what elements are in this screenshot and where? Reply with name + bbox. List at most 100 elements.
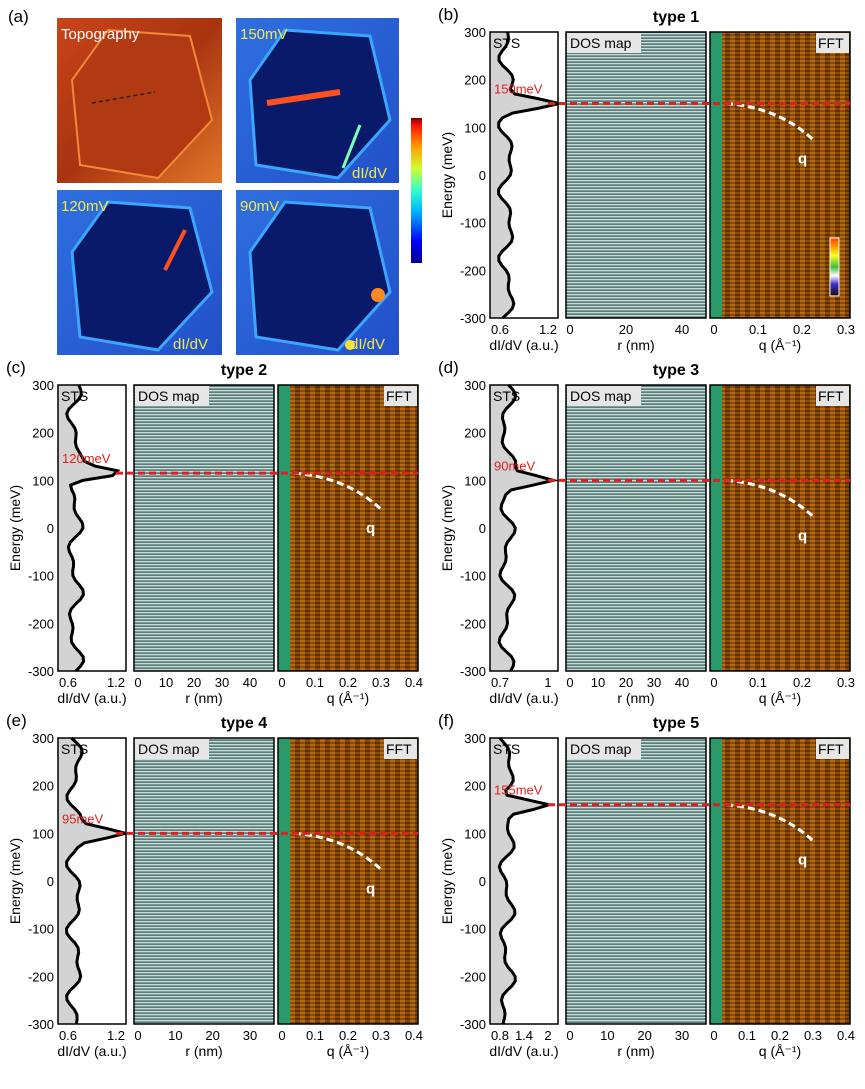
energy-label: 90meV [494, 458, 536, 473]
y-axis-label: Energy (meV) [439, 132, 455, 218]
dos-label: DOS map [138, 741, 200, 757]
dos-x-label: r (nm) [617, 1043, 654, 1059]
fft-label-bg [384, 739, 417, 759]
fft-x-tick: 0.2 [793, 322, 811, 337]
image-120mV: 120mV dI/dV [57, 190, 222, 355]
dos-label: DOS map [570, 35, 632, 51]
y-tick-label: 300 [464, 731, 486, 746]
panel-label: (b) [438, 5, 459, 24]
fft-border [277, 737, 419, 1025]
image-topography-label: Topography [61, 26, 140, 43]
dos-x-tick: 20 [637, 1028, 651, 1043]
fft-x-tick: 0.1 [749, 322, 767, 337]
sts-x-label: dI/dV (a.u.) [57, 1043, 126, 1059]
dos-x-tick: 40 [675, 322, 689, 337]
sts-x-tick: 0.6 [491, 322, 509, 337]
dos-x-tick: 10 [600, 1028, 614, 1043]
sts-x-tick: 0.6 [59, 675, 77, 690]
y-tick-label: 300 [464, 25, 486, 40]
y-tick-label: -300 [460, 1017, 486, 1032]
fft-x-label: q (Å⁻¹) [759, 690, 801, 706]
dos-x-label: r (nm) [185, 690, 222, 706]
dos-x-tick: 20 [619, 675, 633, 690]
q-label: q [798, 527, 807, 544]
sts-x-tick: 0.7 [491, 675, 509, 690]
fft-label-bg [384, 386, 417, 406]
fft-x-tick: 0.3 [837, 675, 855, 690]
dos-x-tick: 30 [647, 675, 661, 690]
sts-x-tick: 2 [544, 1028, 551, 1043]
fft-x-tick: 0.1 [306, 675, 324, 690]
colorbar-fft [829, 237, 840, 297]
panel-a-label: (a) [8, 7, 29, 26]
y-tick-label: 100 [464, 826, 486, 841]
fft-border [277, 384, 419, 672]
y-tick-label: 300 [32, 378, 54, 393]
panel-title: type 1 [653, 9, 699, 26]
sts-x-tick: 0.6 [59, 1028, 77, 1043]
fft-x-tick: 0.3 [837, 322, 855, 337]
y-tick-label: 0 [47, 874, 54, 889]
energy-label: 120meV [62, 451, 111, 466]
fft-low-q-band [278, 385, 290, 671]
fft-x-tick: 0.3 [804, 1028, 822, 1043]
fft-map [710, 32, 850, 318]
y-tick-label: 200 [464, 779, 486, 794]
y-tick-label: 0 [479, 168, 486, 183]
dos-x-tick: 30 [215, 675, 229, 690]
y-tick-label: 0 [47, 521, 54, 536]
fft-x-label: q (Å⁻¹) [327, 1043, 369, 1059]
dos-label-bg [567, 739, 641, 759]
sts-x-tick: 1.4 [515, 1028, 533, 1043]
dos-x-tick: 20 [187, 675, 201, 690]
fft-label-bg [816, 739, 849, 759]
sts-label: STS [493, 35, 520, 51]
dos-x-tick: 30 [243, 1028, 257, 1043]
sts-label: STS [493, 388, 520, 404]
y-tick-label: 300 [32, 731, 54, 746]
y-tick-label: -100 [460, 922, 486, 937]
y-axis-label: Energy (meV) [439, 838, 455, 924]
dos-x-tick: 0 [134, 1028, 141, 1043]
y-tick-label: -300 [460, 664, 486, 679]
energy-label: 150meV [494, 82, 543, 97]
dos-x-tick: 0 [566, 675, 573, 690]
y-tick-label: -200 [460, 969, 486, 984]
sts-x-label: dI/dV (a.u.) [489, 337, 558, 353]
y-tick-label: -100 [460, 569, 486, 584]
y-tick-label: 200 [32, 426, 54, 441]
dos-map [566, 738, 706, 1024]
panel-title: type 5 [653, 715, 699, 732]
fft-x-tick: 0.4 [837, 1028, 855, 1043]
dos-map [566, 385, 706, 671]
dos-x-tick: 20 [619, 322, 633, 337]
image-120mV-sublabel: dI/dV [173, 336, 208, 353]
y-tick-label: -200 [28, 616, 54, 631]
image-90mV-sublabel: dI/dV [350, 336, 385, 353]
y-axis-label: Energy (meV) [7, 485, 23, 571]
q-label: q [366, 520, 375, 537]
image-150mV: 150mV dI/dV [236, 18, 399, 183]
sts-x-tick: 1 [544, 675, 551, 690]
fft-low-q-band [710, 738, 722, 1024]
sts-x-tick: 0.8 [491, 1028, 509, 1043]
sts-curve [497, 31, 560, 320]
image-120mV-label: 120mV [61, 198, 109, 215]
panel-label: (d) [438, 358, 459, 377]
fft-x-tick: 0.1 [738, 1028, 756, 1043]
y-tick-label: 100 [464, 120, 486, 135]
panel-a: (a) Topography 150mV dI/dV 120mV dI/dV [8, 7, 422, 355]
dos-x-tick: 40 [675, 675, 689, 690]
fft-x-tick: 0.2 [793, 675, 811, 690]
sts-x-label: dI/dV (a.u.) [57, 690, 126, 706]
q-label: q [798, 852, 807, 869]
fft-x-tick: 0.3 [372, 1028, 390, 1043]
y-tick-label: -300 [460, 311, 486, 326]
y-tick-label: 0 [479, 874, 486, 889]
sts-x-tick: 1.2 [107, 1028, 125, 1043]
sts-label: STS [61, 388, 88, 404]
